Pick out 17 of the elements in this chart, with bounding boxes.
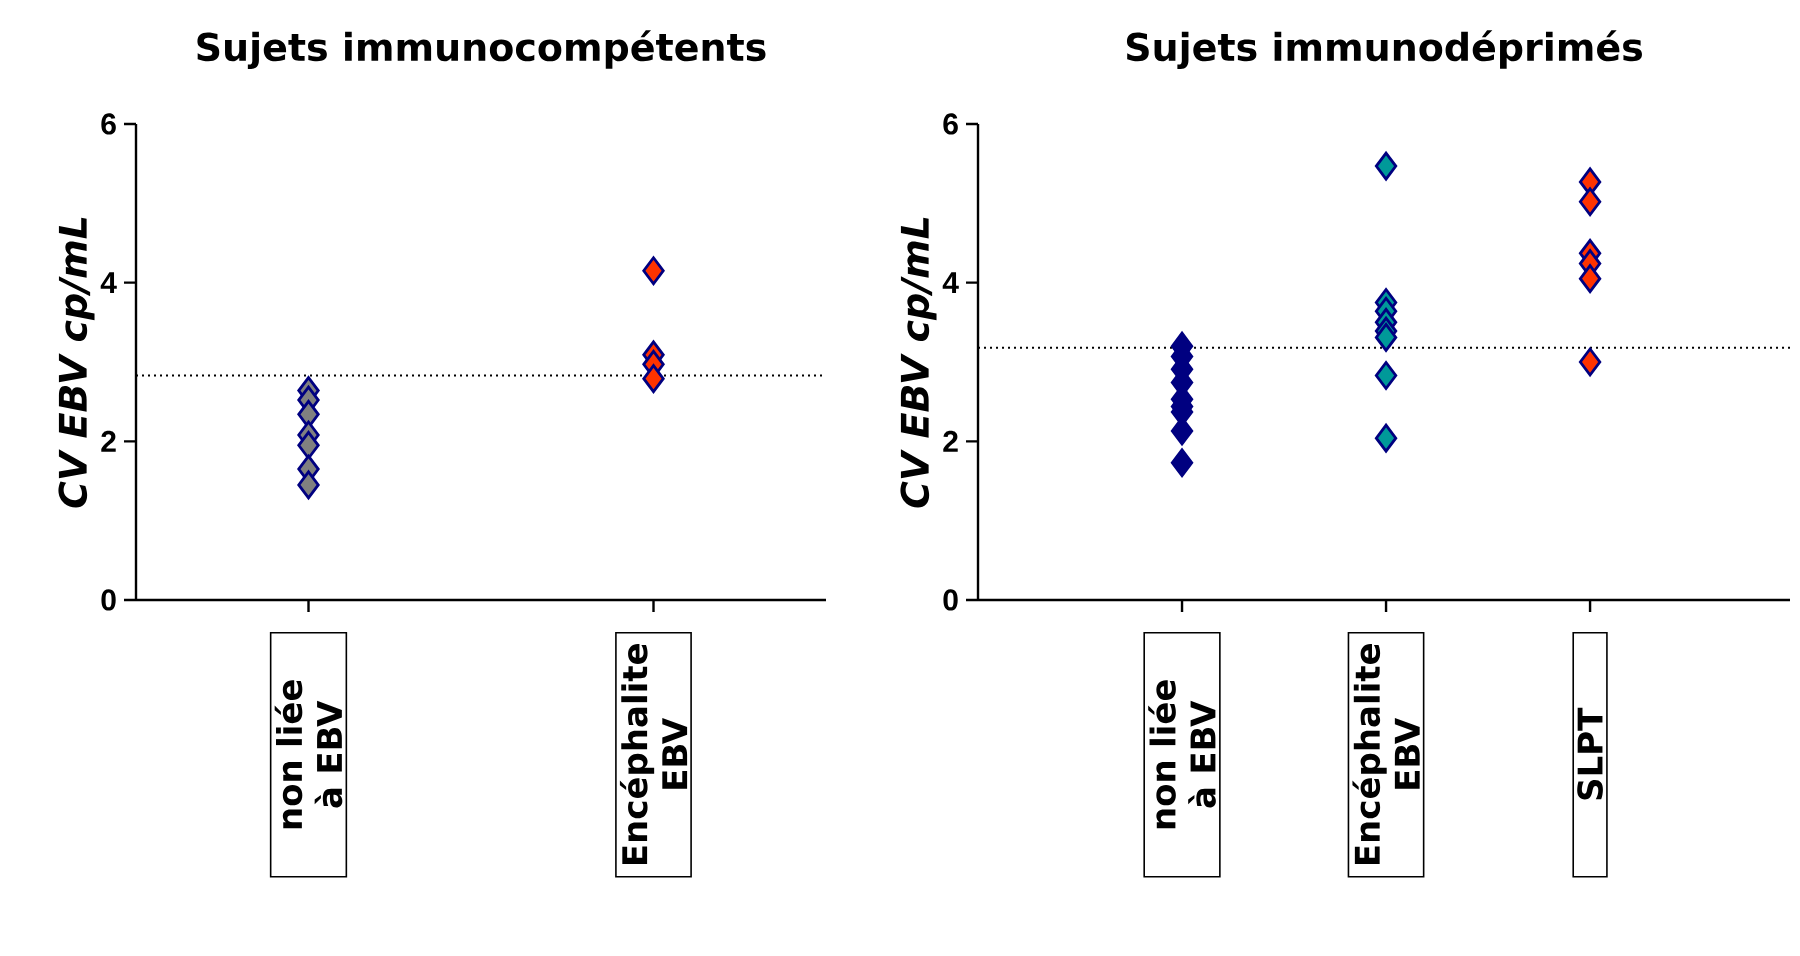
chart-title: Sujets immunocompétents — [197, 30, 766, 69]
y-tick-label: 2 — [101, 430, 116, 452]
x-tick-label: Encéphalite EBV — [1352, 644, 1420, 865]
x-tick-label: non liée à EBV — [1148, 680, 1216, 829]
x-tick-label: non liée à EBV — [274, 680, 343, 829]
y-tick-label: 4 — [100, 272, 117, 293]
x-tick-label: Encéphalite EBV — [619, 644, 688, 865]
y-tick-label: 0 — [101, 589, 116, 611]
y-tick-label: 4 — [942, 272, 959, 293]
y-tick-label: 2 — [943, 430, 958, 452]
y-tick-label: 6 — [101, 113, 116, 135]
y-axis-title: CV EBV cp/mL — [58, 217, 95, 508]
x-tick-label: SLPT — [1577, 707, 1603, 800]
chart-title: Sujets immunodéprimés — [1126, 30, 1642, 69]
y-tick-label: 6 — [943, 113, 958, 135]
y-tick-label: 0 — [943, 589, 958, 611]
y-axis-title: CV EBV cp/mL — [900, 217, 937, 508]
